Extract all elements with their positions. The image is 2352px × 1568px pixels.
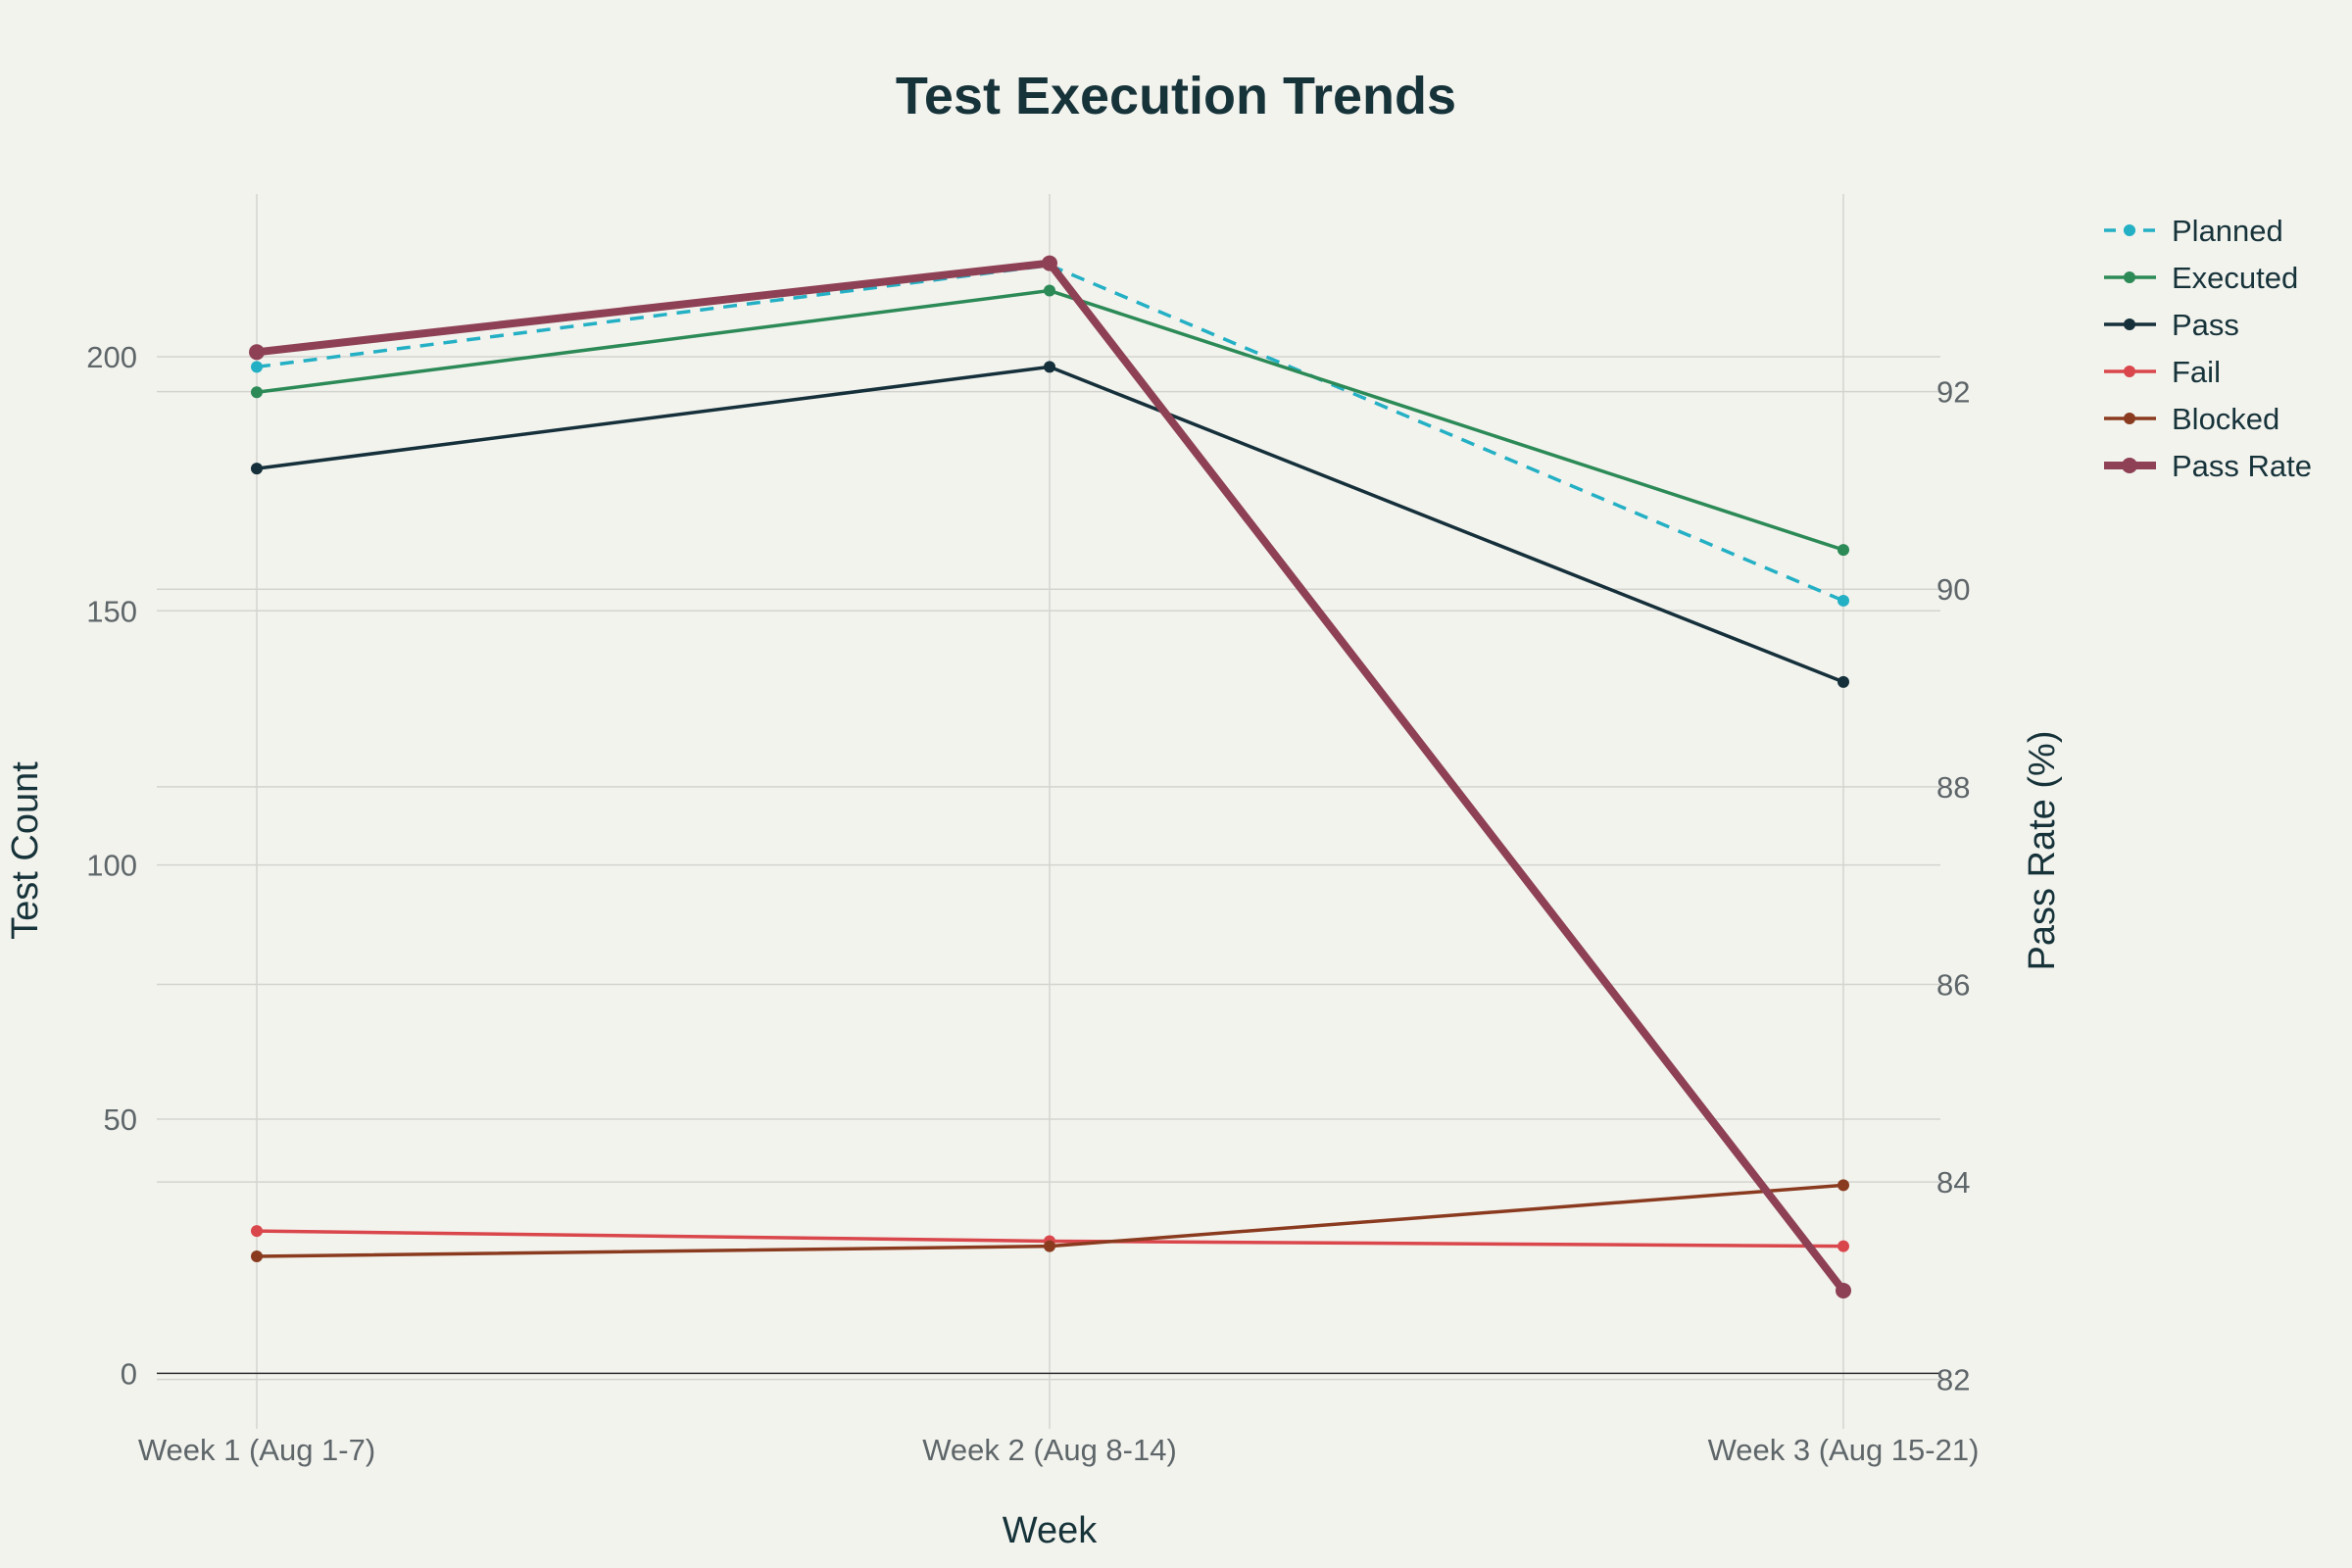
legend-item-fail: Fail — [2104, 355, 2221, 389]
series-executed — [251, 284, 1849, 557]
y2-tick-label: 84 — [1936, 1165, 1970, 1200]
legend-label: Planned — [2172, 214, 2283, 248]
legend-item-planned: Planned — [2104, 214, 2283, 248]
tick-layer: 0 50 100 150 200 82 84 86 88 90 92 Week 1 (Aug 1-7)… — [86, 340, 1979, 1467]
legend-item-pass-rate: Pass Rate — [2104, 449, 2312, 483]
y2-tick-label: 82 — [1936, 1363, 1970, 1397]
x-tick-label: Week 3 (Aug 15-21) — [1708, 1433, 1980, 1467]
data-point-executed — [1838, 544, 1849, 557]
series-line-planned — [256, 263, 1844, 603]
data-point-pass — [1044, 361, 1055, 373]
data-point-planned — [1838, 594, 1849, 607]
data-point-blocked — [1838, 1179, 1849, 1192]
y2-tick-label: 90 — [1936, 572, 1970, 607]
x-tick-label: Week 1 (Aug 1-7) — [138, 1433, 375, 1467]
data-point-pass — [1838, 675, 1849, 688]
y2-tick-label: 92 — [1936, 375, 1970, 410]
y-tick-label: 150 — [86, 594, 137, 628]
legend-marker — [2124, 271, 2135, 283]
data-point-blocked — [1044, 1240, 1055, 1252]
series-pass-rate — [249, 255, 1851, 1298]
y2-tick-label: 88 — [1936, 770, 1970, 805]
series-pass — [251, 361, 1849, 688]
series-layer — [249, 255, 1851, 1298]
legend-item-executed: Executed — [2104, 261, 2298, 295]
y-tick-label: 100 — [86, 849, 137, 883]
y2-axis-title: Pass Rate (%) — [2022, 731, 2063, 971]
legend-marker — [2124, 413, 2135, 424]
legend-item-pass: Pass — [2104, 308, 2239, 342]
y-tick-label: 0 — [121, 1356, 137, 1391]
chart-title: Test Execution Trends — [896, 67, 1456, 125]
grid-layer — [157, 194, 1940, 1429]
legend-label: Fail — [2172, 355, 2221, 389]
x-tick-label: Week 2 (Aug 8-14) — [922, 1433, 1177, 1467]
legend-label: Pass Rate — [2172, 449, 2312, 483]
legend-item-blocked: Blocked — [2104, 402, 2279, 436]
data-point-fail — [1838, 1240, 1849, 1252]
data-point-planned — [251, 361, 263, 373]
data-point-pass — [251, 463, 263, 475]
legend-label: Pass — [2172, 308, 2239, 342]
data-point-blocked — [251, 1250, 263, 1263]
data-point-pass-rate — [249, 344, 265, 361]
y2-tick-label: 86 — [1936, 967, 1970, 1002]
y-axis-title: Test Count — [5, 761, 46, 940]
data-point-fail — [251, 1225, 263, 1238]
legend-marker — [2124, 224, 2135, 236]
y-tick-label: 50 — [104, 1102, 137, 1137]
x-axis-title: Week — [1003, 1510, 1098, 1551]
data-point-pass-rate — [1042, 255, 1057, 271]
data-point-executed — [251, 386, 263, 399]
legend-marker — [2124, 366, 2135, 377]
data-point-pass-rate — [1836, 1282, 1851, 1298]
legend-marker — [2122, 458, 2137, 473]
legend-label: Executed — [2172, 261, 2298, 295]
series-blocked — [251, 1179, 1849, 1263]
y-tick-label: 200 — [86, 340, 137, 374]
legend-label: Blocked — [2172, 402, 2279, 436]
data-point-executed — [1044, 284, 1055, 297]
legend-marker — [2124, 318, 2135, 330]
legend: Planned Executed Pass Fail Blocked Pass Rate — [2104, 214, 2312, 483]
